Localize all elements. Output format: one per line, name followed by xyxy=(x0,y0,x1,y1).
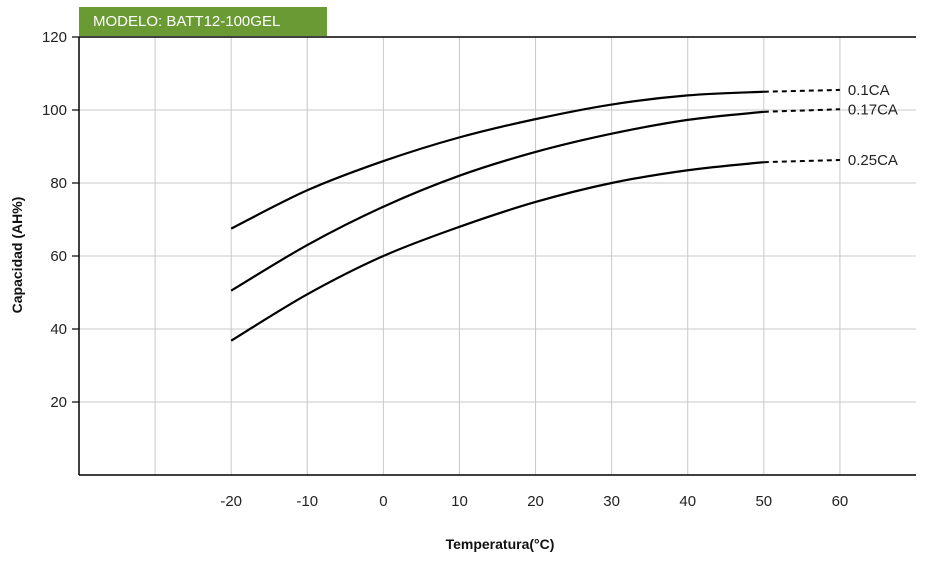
series-labels: 0.1CA 0.17CA 0.25CA xyxy=(848,82,898,169)
x-tick-label: 0 xyxy=(379,493,387,510)
x-tick-label: -10 xyxy=(296,493,318,510)
y-tick-label: 80 xyxy=(50,175,67,192)
series-dashed-extension xyxy=(763,108,840,113)
x-tick-label: 50 xyxy=(755,493,772,510)
y-tick-label: 120 xyxy=(42,29,67,46)
y-axis-title: Capacidad (AH%) xyxy=(9,197,25,314)
axes xyxy=(72,36,916,476)
series-line xyxy=(230,110,764,292)
y-tick-label: 40 xyxy=(50,321,67,338)
x-tick-label: 30 xyxy=(603,493,620,510)
x-tick-label: 60 xyxy=(832,493,849,510)
series-label: 0.25CA xyxy=(848,152,898,169)
series-dashed-extension xyxy=(763,159,840,164)
model-badge: MODELO: BATT12-100GEL xyxy=(79,7,327,36)
y-tick-label: 20 xyxy=(50,394,67,411)
series-label: 0.17CA xyxy=(848,101,898,118)
series-line xyxy=(230,161,764,342)
series-label: 0.1CA xyxy=(848,82,890,99)
tick-labels: 20 40 60 80 100 120 -20 -10 0 10 20 30 40 50 60 xyxy=(42,29,848,510)
series-dashed-extension xyxy=(763,88,840,93)
grid xyxy=(79,37,916,475)
series-lines xyxy=(230,88,840,342)
x-tick-label: 40 xyxy=(679,493,696,510)
series-line xyxy=(230,90,764,230)
x-tick-label: -20 xyxy=(220,493,242,510)
y-tick-label: 100 xyxy=(42,102,67,119)
x-tick-label: 10 xyxy=(451,493,468,510)
y-tick-label: 60 xyxy=(50,248,67,265)
x-tick-label: 20 xyxy=(527,493,544,510)
x-axis-title: Temperatura(°C) xyxy=(446,536,555,552)
